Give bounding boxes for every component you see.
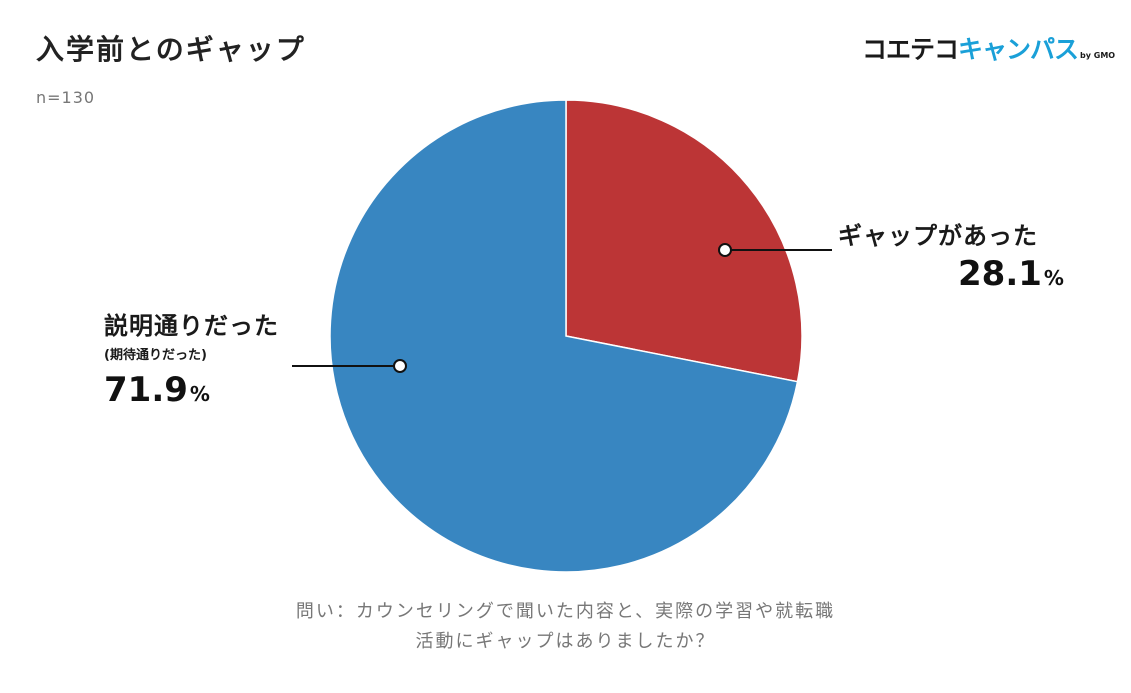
logo-part1: コエテコ xyxy=(862,35,959,64)
brand-logo: コエテコキャンパス by GMO xyxy=(862,30,1115,66)
pie-slice-as-expected xyxy=(329,99,799,573)
logo-suffix: by GMO xyxy=(1080,51,1116,60)
slice-value-as-expected-number: 71.9 xyxy=(104,370,188,410)
slice-label-as-expected: 説明通りだった xyxy=(104,312,279,340)
logo-part2: キャンパス xyxy=(958,35,1079,64)
leader-dot-as-expected xyxy=(393,359,407,373)
slice-value-gap: 28.1% xyxy=(958,254,1064,294)
slice-value-gap-unit: % xyxy=(1043,266,1064,290)
survey-question-line2: 活動にギャップはありましたか？ xyxy=(415,631,716,652)
leader-dot-gap xyxy=(718,243,732,257)
slice-value-as-expected: 71.9% xyxy=(104,370,210,410)
chart-title: 入学前とのギャップ xyxy=(36,33,306,66)
pie-slice-gap xyxy=(565,99,803,383)
sample-size: n=130 xyxy=(36,88,96,107)
slice-label-gap: ギャップがあった xyxy=(838,222,1038,250)
slice-value-as-expected-unit: % xyxy=(189,382,210,406)
slice-value-gap-number: 28.1 xyxy=(958,254,1042,294)
slice-sublabel-as-expected: (期待通りだった) xyxy=(104,348,207,363)
survey-question-line1: 問い：カウンセリングで聞いた内容と、実際の学習や就転職 xyxy=(295,601,836,622)
leader-lines xyxy=(292,243,832,373)
pie-slices xyxy=(329,99,803,573)
